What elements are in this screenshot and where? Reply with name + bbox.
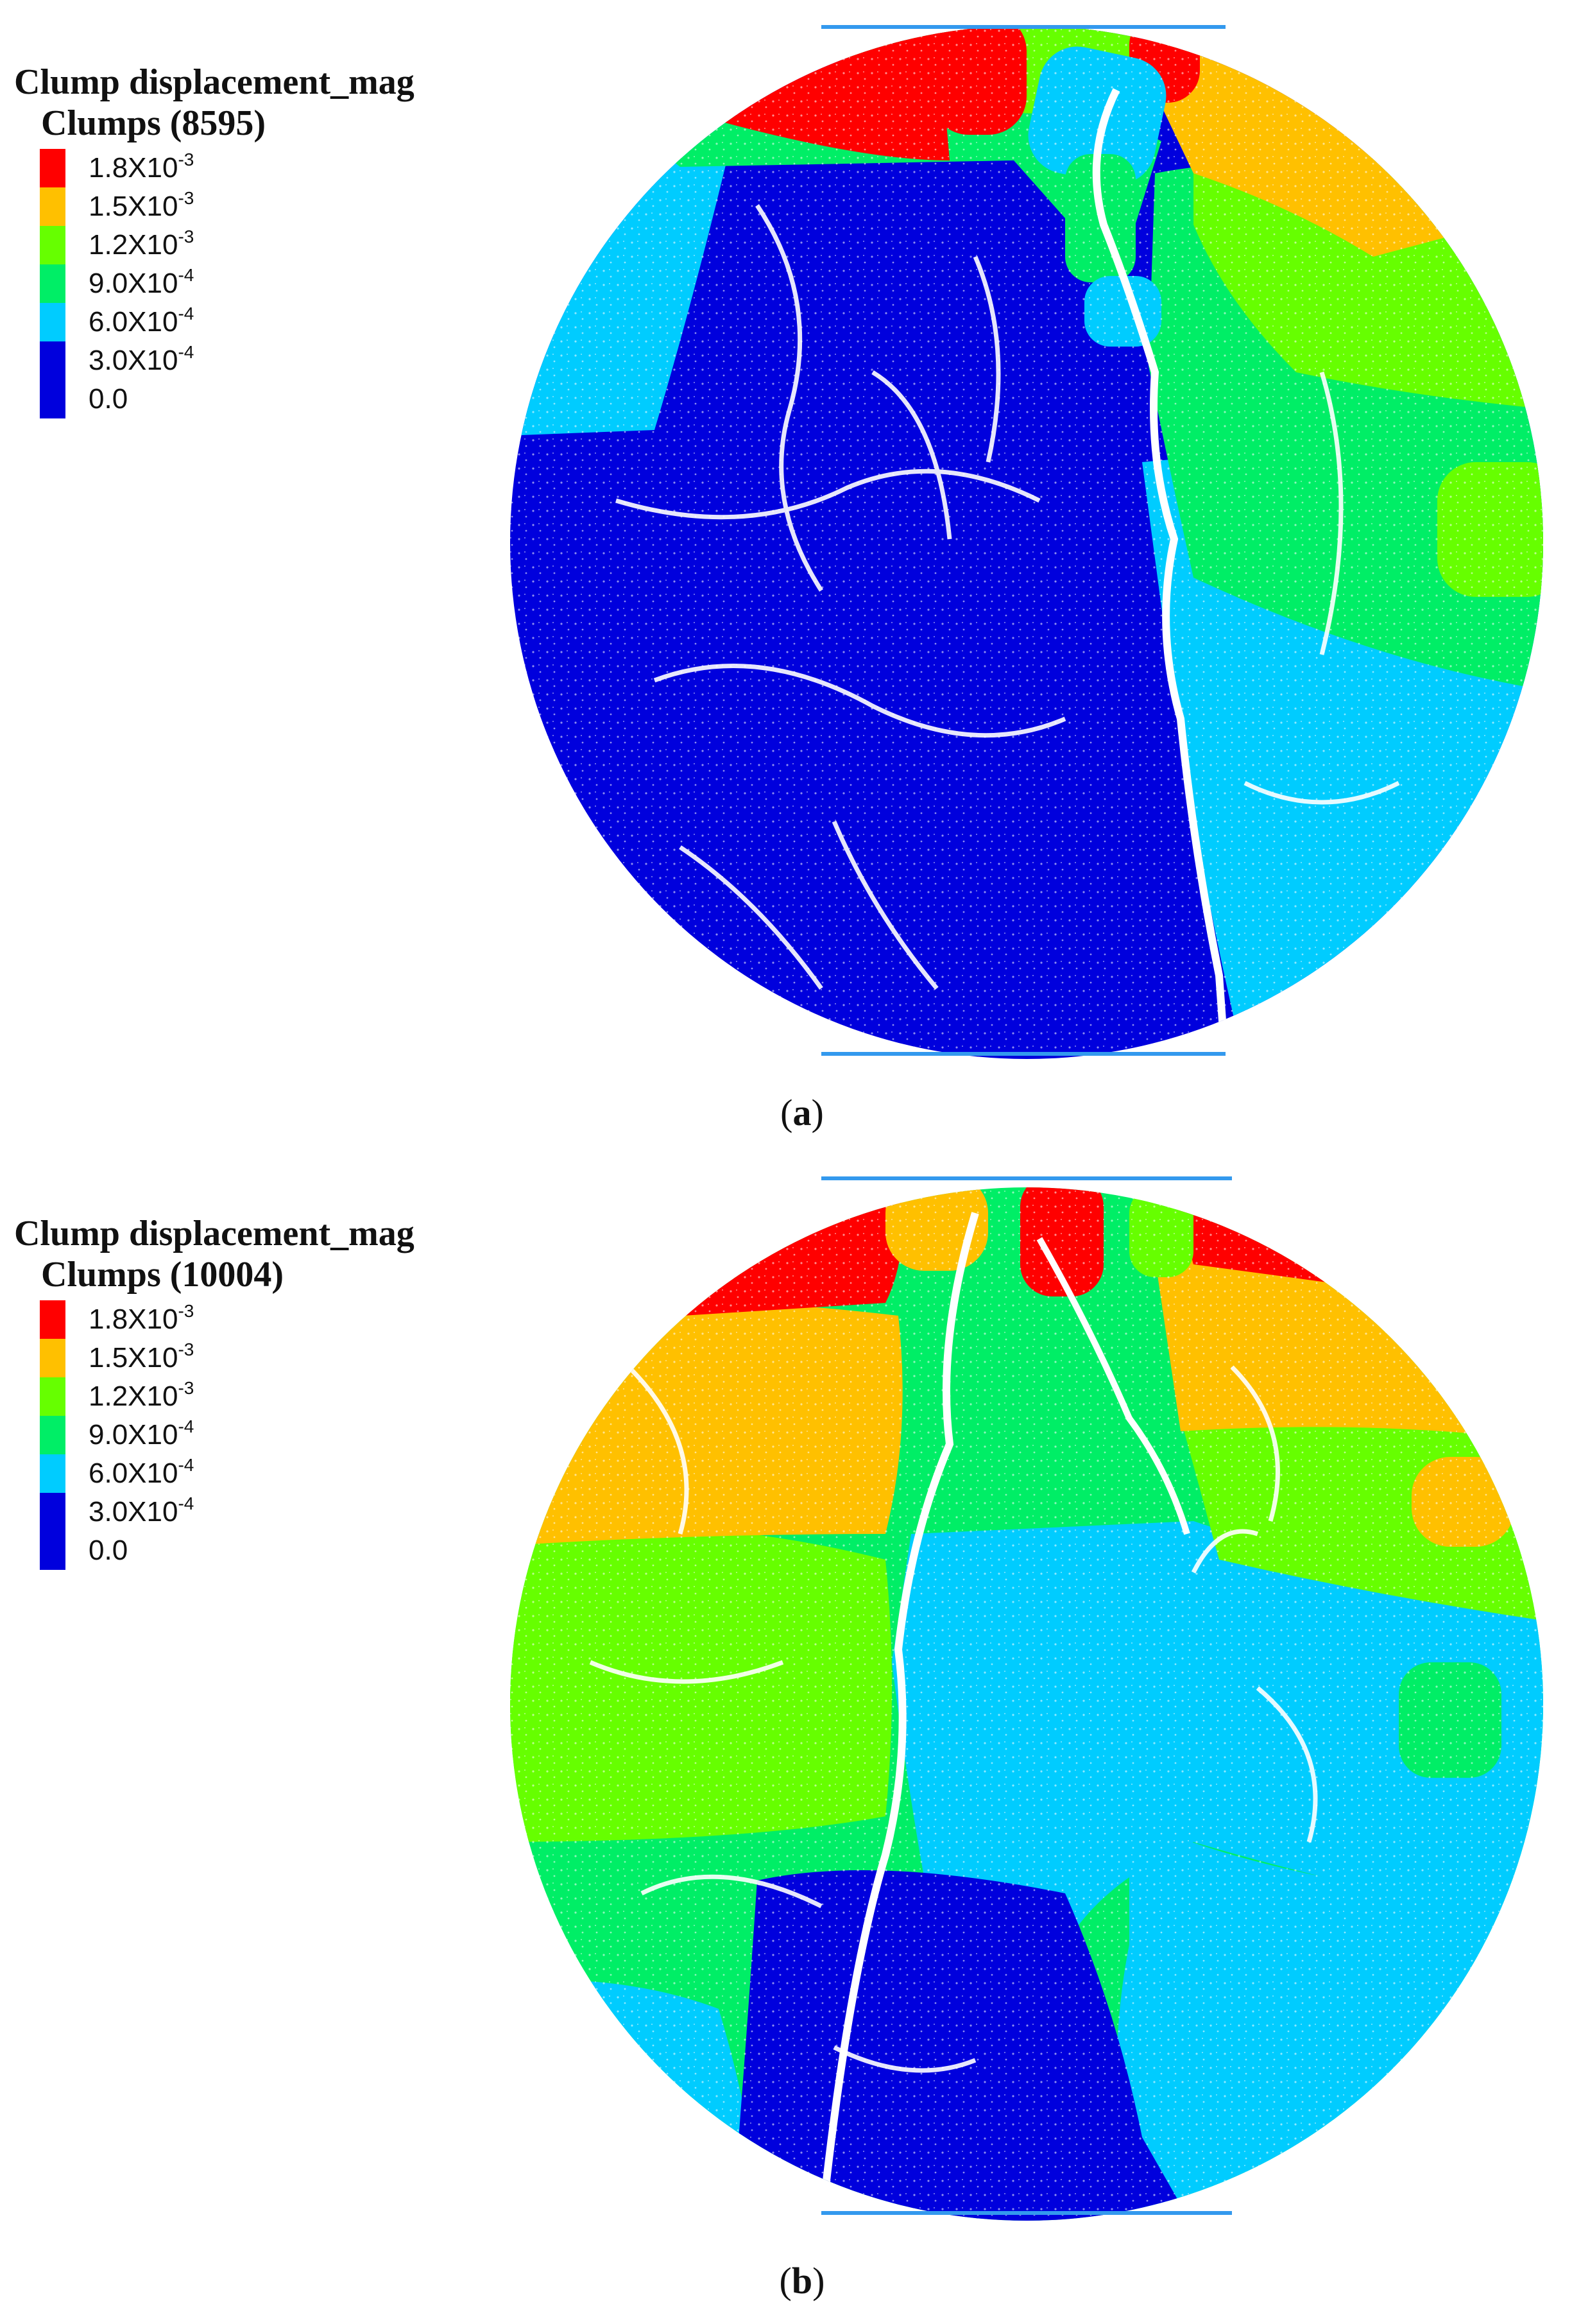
main-crack [817, 1212, 979, 2221]
legend-a: Clump displacement_mag Clumps (8595) 1.8… [14, 62, 414, 418]
legend-swatch [40, 1339, 65, 1377]
legend-swatch [40, 1416, 65, 1454]
legend-swatch [40, 1531, 65, 1570]
legend-item: 0.0 [40, 380, 414, 418]
legend-swatch [40, 1454, 65, 1493]
legend-item: 1.2X10-3 [40, 226, 414, 264]
legend-label: 1.5X10-3 [89, 1339, 194, 1374]
legend-label: 3.0X10-4 [89, 342, 194, 377]
legend-title: Clump displacement_mag [14, 62, 414, 102]
legend-swatch [40, 187, 65, 226]
legend-label: 1.5X10-3 [89, 188, 194, 223]
legend-subtitle: Clumps (10004) [41, 1255, 284, 1295]
main-crack [1092, 88, 1229, 1059]
legend-item: 3.0X10-4 [40, 341, 414, 380]
legend-swatch [40, 149, 65, 187]
secondary-crack [1036, 1237, 1190, 1535]
legend-item: 1.8X10-3 [40, 149, 414, 187]
panel-a: Clump displacement_mag Clumps (8595) 1.8… [14, 25, 1543, 1133]
legend-label: 6.0X10-4 [89, 1455, 194, 1490]
legend-label: 1.2X10-3 [89, 227, 194, 261]
legend-item: 3.0X10-4 [40, 1493, 414, 1531]
legend-subtitle: Clumps (8595) [41, 103, 266, 143]
legend-item: 1.2X10-3 [40, 1377, 414, 1416]
legend-item: 9.0X10-4 [40, 264, 414, 303]
legend-label: 0.0 [89, 383, 128, 415]
legend-swatch [40, 341, 65, 380]
legend-label: 6.0X10-4 [89, 304, 194, 338]
legend-swatch [40, 264, 65, 303]
legend-item: 1.5X10-3 [40, 187, 414, 226]
legend-title: Clump displacement_mag [14, 1214, 414, 1253]
legend-item: 0.0 [40, 1531, 414, 1570]
disk-a [510, 25, 1543, 1059]
legend-item: 1.8X10-3 [40, 1300, 414, 1339]
caption-b: (b) [779, 2260, 825, 2302]
legend-label: 9.0X10-4 [89, 265, 194, 300]
legend-item: 6.0X10-4 [40, 1454, 414, 1493]
legend-swatch [40, 1493, 65, 1531]
legend-items: 1.8X10-3 1.5X10-3 1.2X10-3 9.0X10-4 6.0X10-4… [40, 149, 414, 418]
legend-items: 1.8X10-3 1.5X10-3 1.2X10-3 9.0X10-4 6.0X10-4… [40, 1300, 414, 1570]
disk-b [510, 1176, 1543, 2221]
legend-b: Clump displacement_mag Clumps (10004) 1.… [14, 1213, 414, 1570]
legend-swatch [40, 1300, 65, 1339]
legend-label: 9.0X10-4 [89, 1416, 194, 1451]
legend-swatch [40, 303, 65, 341]
legend-label: 1.8X10-3 [89, 1301, 194, 1336]
legend-item: 1.5X10-3 [40, 1339, 414, 1377]
legend-swatch [40, 1377, 65, 1416]
legend-swatch [40, 226, 65, 264]
legend-swatch [40, 380, 65, 418]
legend-label: 3.0X10-4 [89, 1493, 194, 1528]
legend-item: 9.0X10-4 [40, 1416, 414, 1454]
panel-b: Clump displacement_mag Clumps (10004) 1.… [0, 1175, 1581, 2324]
legend-label: 0.0 [89, 1535, 128, 1566]
caption-a: (a) [780, 1092, 824, 1133]
legend-label: 1.8X10-3 [89, 150, 194, 184]
legend-item: 6.0X10-4 [40, 303, 414, 341]
legend-label: 1.2X10-3 [89, 1378, 194, 1413]
